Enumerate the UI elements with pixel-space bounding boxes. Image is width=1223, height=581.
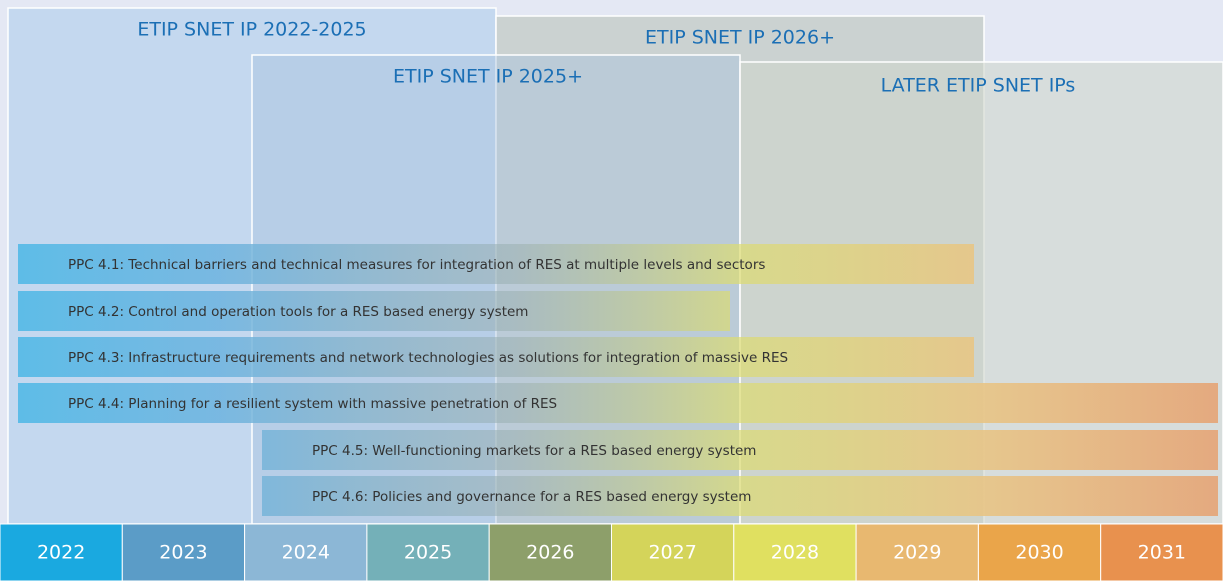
programme-title: LATER ETIP SNET IPs [881,75,1076,97]
year-cell [121,523,246,581]
ppc-label: PPC 4.3: Infrastructure requirements and… [68,350,788,366]
year-cell [1100,523,1223,581]
year-strip: 2022 2023 2024 2025 2026 2027 2028 2029 2030 2031 [0,523,1223,581]
year-label: 2025 [404,542,452,564]
year-cell [366,523,490,581]
ppc-bar [18,383,1218,423]
year-label: 2027 [648,542,696,564]
ppc-label: PPC 4.2: Control and operation tools for… [68,304,528,320]
ppc-bars [18,244,1218,516]
programme-title: ETIP SNET IP 2026+ [645,27,835,49]
year-cell [488,523,613,581]
ppc-bar [262,430,1218,470]
year-cell [611,523,735,581]
programme-title: ETIP SNET IP 2025+ [393,66,583,88]
ppc-bar [18,337,974,377]
year-label: 2028 [771,542,819,564]
ppc-label: PPC 4.4: Planning for a resilient system… [68,396,557,412]
ppc-label: PPC 4.1: Technical barriers and technica… [68,257,765,273]
ppc-bar [18,244,974,284]
ppc-bar [262,476,1218,516]
ppc-label: PPC 4.5: Well-functioning markets for a … [312,443,756,459]
year-label: 2031 [1138,542,1186,564]
year-label: 2026 [526,542,574,564]
programme-title: ETIP SNET IP 2022-2025 [137,19,366,41]
year-cell [0,523,123,581]
year-label: 2030 [1015,542,1063,564]
year-cell [855,523,979,581]
year-label: 2029 [893,542,941,564]
ppc-bar [18,291,730,331]
ppc-label: PPC 4.6: Policies and governance for a R… [312,489,751,505]
year-label: 2023 [159,542,207,564]
year-cell [733,523,857,581]
year-cell [244,523,368,581]
year-label: 2024 [282,542,330,564]
year-label: 2022 [37,542,85,564]
